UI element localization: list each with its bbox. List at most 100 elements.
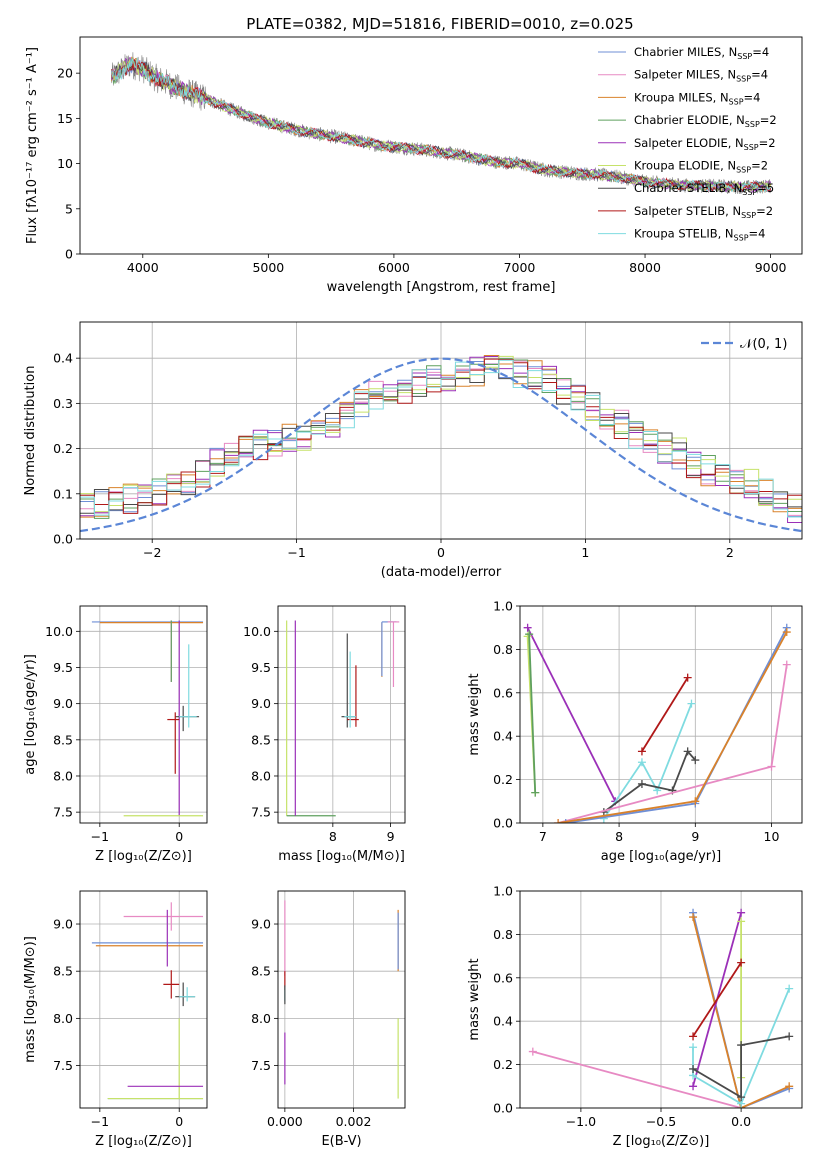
data-point-marker [767,762,776,771]
weight_vs_Z-ytick-label: 0.0 [493,1101,513,1116]
mass_vs_Z-xtick-label: 0 [175,1114,183,1129]
chart-mass_vs_ebv: 0.000 0.002 7.5 8.0 8.5 9.0 E(B-V) [251,890,406,1149]
mass_vs_Z-frame [79,890,208,1109]
weight_vs_age-ytick-label: 0.8 [493,642,513,657]
age_vs_Z-xlabel: Z [log₁₀(Z/Z⊙)] [95,849,192,864]
data-point-marker [523,623,532,632]
spectrum-ytick-label: 10 [57,156,73,171]
age_vs_Z-xtick-label: −1 [91,829,109,844]
spectrum-xtick-label: 7000 [504,260,536,275]
weight_vs_Z-frame [519,890,803,1109]
panels: 4000 5000 6000 7000 8000 900005101520waveleng… [23,36,803,1149]
mass_vs_Z-ytick-label: 9.0 [53,917,73,932]
weight_vs_age-ytick-label: 0.4 [493,729,513,744]
residuals-xtick-label: −1 [287,545,305,560]
data-point-marker [554,819,563,823]
mass_vs_Z-ytick-label: 8.5 [53,964,73,979]
mass_vs_ebv-xlabel: E(B-V) [321,1134,361,1149]
weight-line-chabrier-stelib [692,1035,790,1099]
mass_vs_Z-grid [80,891,207,1108]
spectrum-model-chabrier-stelib [111,61,771,194]
legend-entry: Salpeter ELODIE, NSSP=2 [634,136,776,152]
age_vs_mass-grid [278,606,405,823]
weight_vs_Z-ylabel: mass weight [467,958,482,1040]
data-point-marker [691,797,700,806]
weight_vs_Z-xtick-label: 0.0 [731,1114,751,1129]
data-point-marker [691,756,700,765]
legend-entry: Chabrier STELIB, NSSP=5 [634,181,774,197]
weight-line-salpeter-stelib [692,962,742,1037]
mass_vs_ebv-ytick-label: 8.0 [251,1011,271,1026]
spectrum-xtick-label: 9000 [755,260,787,275]
data-point-marker [689,1032,698,1041]
spectrum-ytick-label: 15 [57,111,73,126]
weight-line-salpeter-miles [532,1050,742,1108]
age_vs_Z-ytick-label: 7.5 [53,805,73,820]
weight_vs_age-ytick-label: 0.0 [493,816,513,831]
mass_vs_ebv-frame [277,890,406,1109]
spectrum-model-salpeter-stelib [111,58,771,193]
weight_vs_age-plot-area [523,623,791,823]
data-point-marker [689,1064,698,1073]
data-point-marker [687,699,696,708]
weight_vs_age-ytick-label: 0.2 [493,772,513,787]
chart-residuals: −2 −1 0 1 2 0.0 0.1 0.2 0.3 0.4 (data-model)/error… [23,321,803,580]
spectrum-legend: Chabrier MILES, NSSP=4 Salpeter MILES, NS… [598,45,777,243]
chart-weight_vs_Z: −1.0 −0.5 0.0 0.0 0.2 0.4 0.6 0.8 1.0 Z [log₁₀(Z/… [467,884,803,1149]
weight_vs_Z-xlabel: Z [log₁₀(Z/Z⊙)] [613,1134,710,1149]
mass_vs_Z-xlabel: Z [log₁₀(Z/Z⊙)] [95,1134,192,1149]
weight_vs_Z-ytick-label: 0.8 [493,927,513,942]
age_vs_mass-ytick-label: 9.0 [251,696,271,711]
spectrum-ytick-label: 20 [57,66,73,81]
mass_vs_ebv-xtick-label: 0.002 [336,1114,372,1129]
weight_vs_Z-ytick-label: 1.0 [493,884,513,899]
weight-line-kroupa-miles [692,916,790,1108]
weight_vs_age-frame [519,605,803,824]
age_vs_Z-plot-area [91,620,204,817]
data-point-marker [737,1093,746,1102]
age_vs_Z-grid [80,606,207,823]
data-point-marker [737,908,746,917]
residuals-legend-entry: 𝒩(0, 1) [740,337,787,352]
mass_vs_Z-plot-area [91,902,204,1100]
data-point-marker [689,1043,698,1052]
legend-entry: Salpeter STELIB, NSSP=2 [634,204,773,220]
age_vs_mass-ytick-label: 10.0 [243,624,271,639]
mass_vs_ebv-plot-area [284,900,399,1099]
legend-entry: Kroupa ELODIE, NSSP=2 [634,159,768,175]
age_vs_Z-ytick-label: 9.0 [53,696,73,711]
data-point-marker [637,758,646,767]
spectrum-ytick-label: 0 [65,247,73,262]
legend-entry: Chabrier ELODIE, NSSP=2 [634,113,777,129]
data-point-marker [528,1047,537,1056]
legend-entry: Kroupa MILES, NSSP=4 [634,90,760,106]
spectrum-plot-area [111,52,771,195]
weight-line-salpeter-elodie [526,627,617,802]
data-point-marker [689,1082,698,1091]
age_vs_Z-frame [79,605,208,824]
mass_vs_ebv-xtick-label: 0.000 [267,1114,303,1129]
histogram-kroupa-stelib [80,359,802,518]
spectrum-ylabel: Flux [fλ10⁻¹⁷ erg cm⁻² s⁻¹ A⁻¹] [25,47,40,244]
data-point-marker [785,1082,794,1091]
residuals-xtick-label: 0 [437,545,445,560]
age_vs_mass-xtick-label: 9 [387,829,395,844]
residuals-xtick-label: 1 [581,545,589,560]
mass_vs_ebv-ytick-label: 9.0 [251,917,271,932]
normal-reference-curve [80,357,802,533]
mass_vs_ebv-ytick-label: 8.5 [251,964,271,979]
legend-entry: Salpeter MILES, NSSP=4 [634,68,768,84]
chart-weight_vs_age: 7 8 9 10 0.0 0.2 0.4 0.6 0.8 1.0 age [log₁₀(age/yr… [467,599,803,864]
age_vs_Z-ylabel: age [log₁₀(age/yr)] [23,654,38,775]
residuals-xtick-label: −2 [143,545,161,560]
chart-age_vs_mass: 8 9 7.5 8.0 8.5 9.0 9.5 10.0 mass [log₁₀(M/M⊙)] [243,605,406,864]
weight_vs_age-ytick-label: 0.6 [493,685,513,700]
residuals-ytick-label: 0.1 [53,486,73,501]
weight_vs_Z-xtick-label: −0.5 [646,1114,676,1129]
residuals-ytick-label: 0.2 [53,441,73,456]
data-point-marker [637,779,646,788]
data-point-marker [531,788,540,797]
age_vs_Z-ytick-label: 10.0 [45,624,73,639]
legend-entry: Kroupa STELIB, NSSP=4 [634,227,765,243]
figure-title: PLATE=0382, MJD=51816, FIBERID=0010, z=0… [246,15,633,33]
